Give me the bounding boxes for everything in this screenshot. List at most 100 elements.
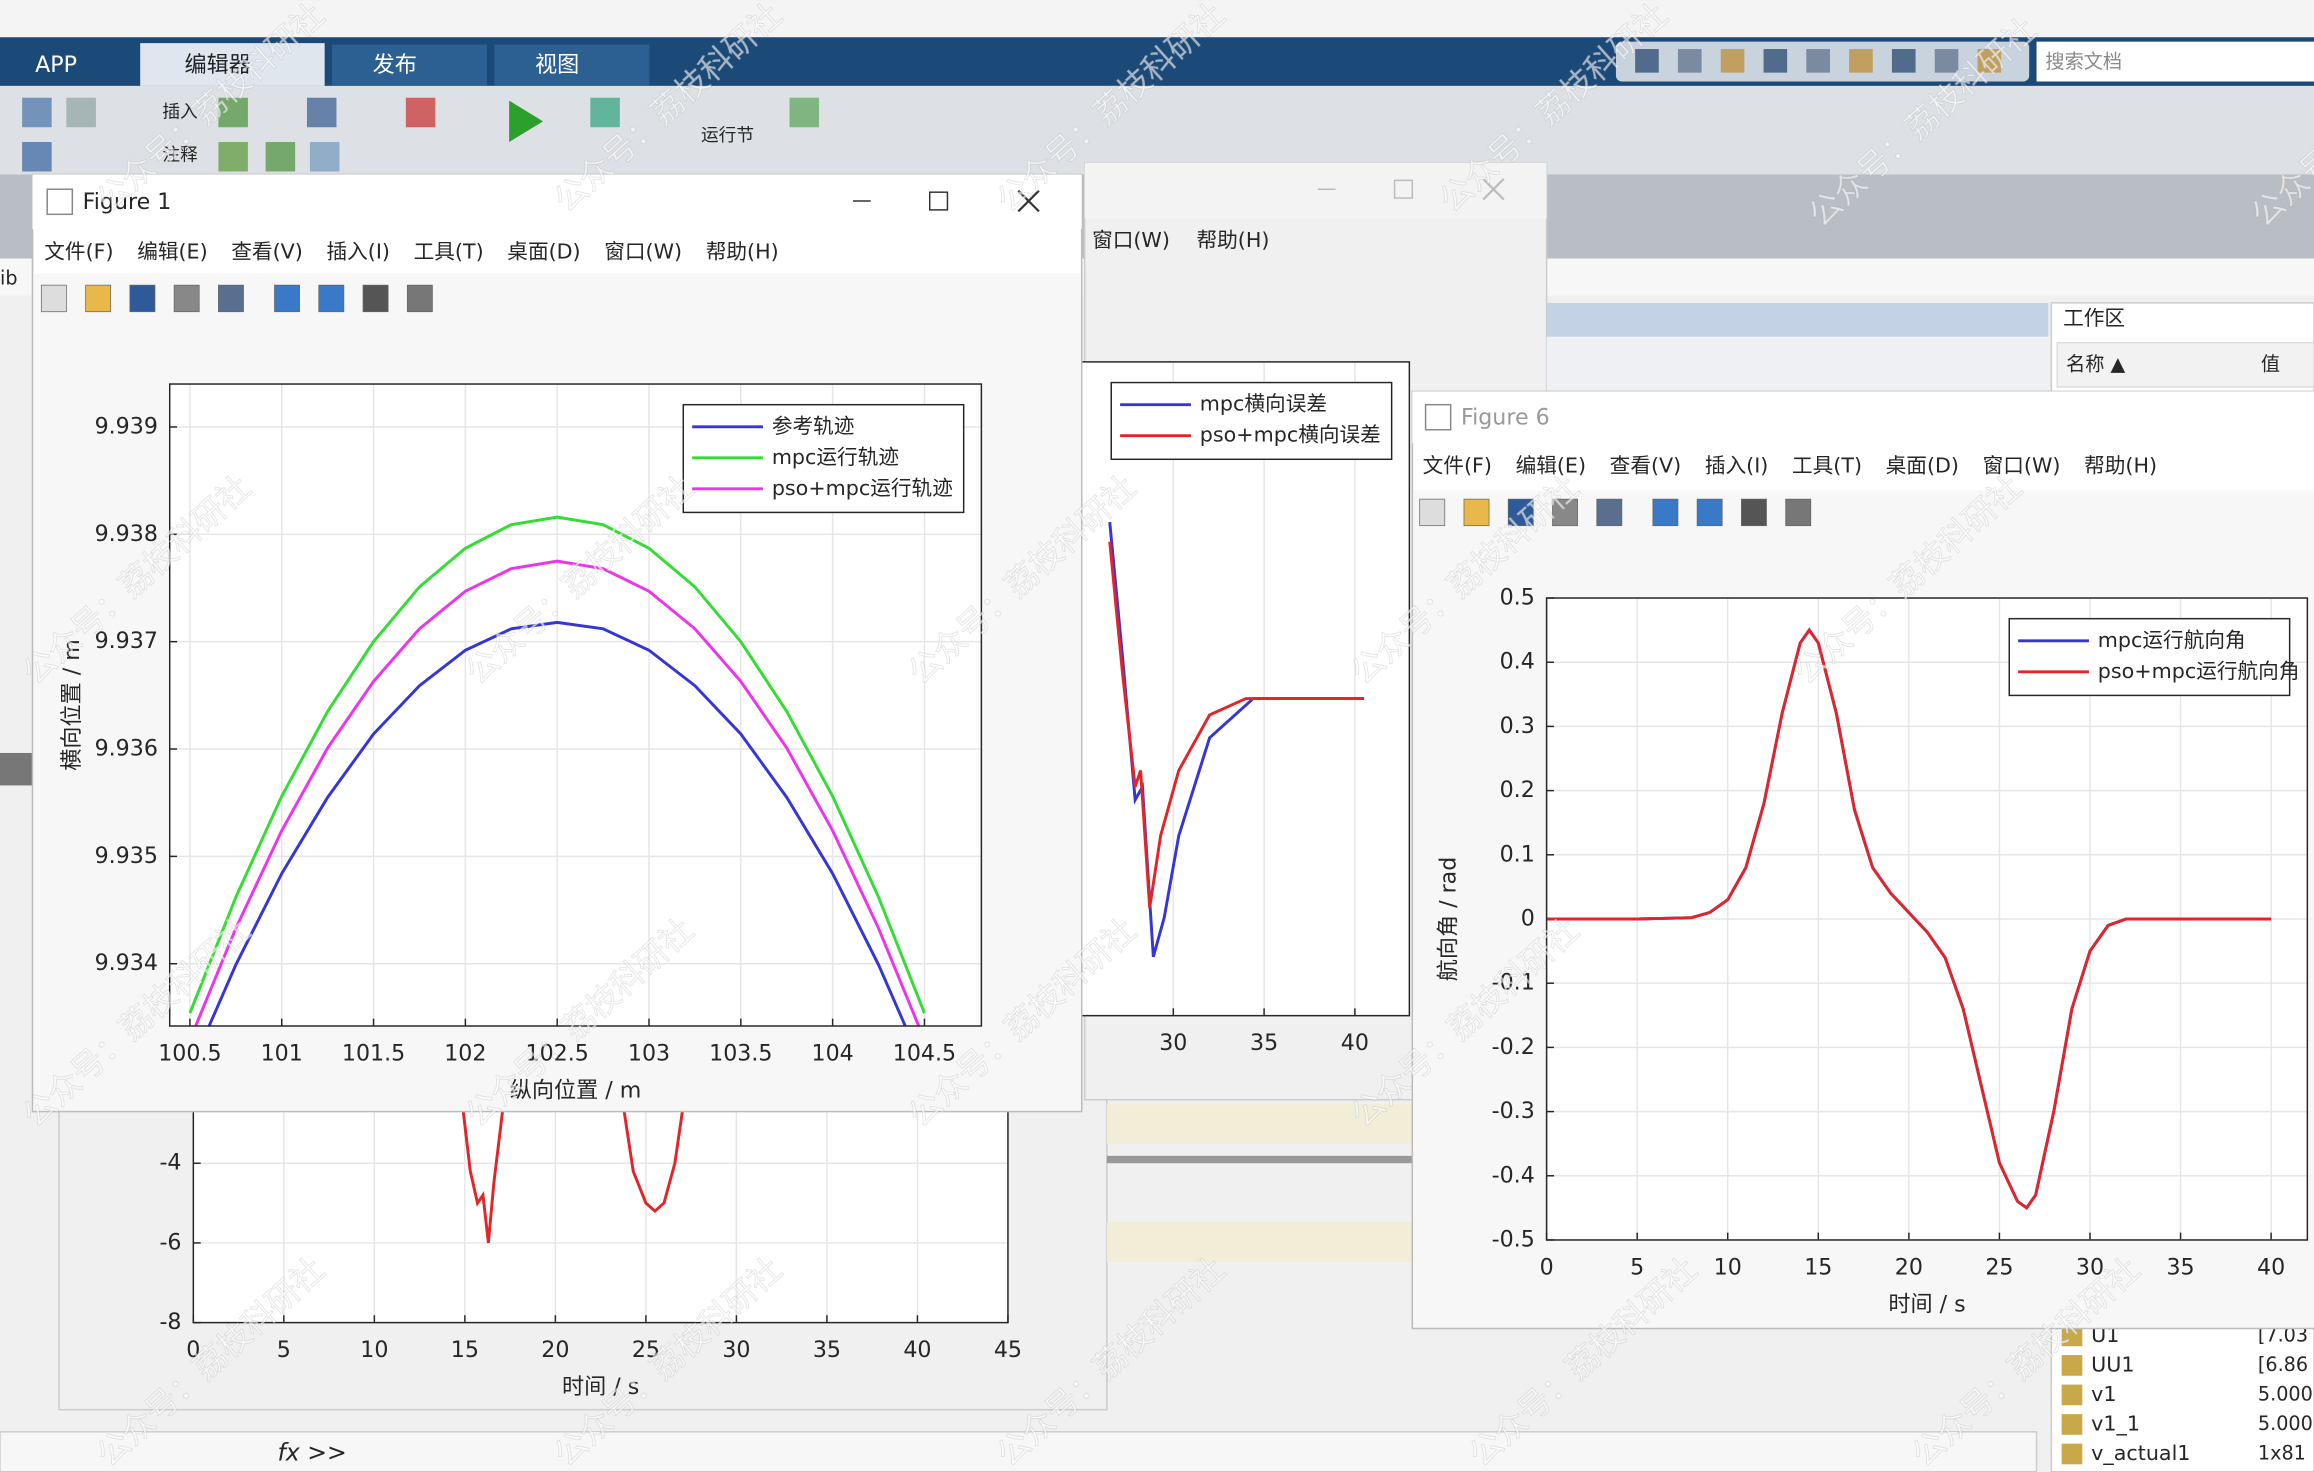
tool-icon[interactable] [22,142,52,172]
quick-icon[interactable] [1720,49,1745,73]
tool-label[interactable]: 注释 [162,144,198,165]
figure-tool[interactable] [318,284,345,313]
figure-tool[interactable] [218,284,244,313]
quick-icon[interactable] [1635,49,1659,73]
tool-icon[interactable] [306,97,337,128]
menu-item[interactable]: 桌面(D) [507,240,580,264]
tab-label[interactable]: 编辑器 [184,52,250,78]
menu-item[interactable]: 窗口(W) [1092,228,1170,252]
tool-icon[interactable] [218,142,248,172]
figure-tool[interactable] [1696,498,1723,527]
figure-tool[interactable] [406,284,433,313]
quick-icon[interactable] [1806,49,1830,73]
x-tick-label: 102 [444,1041,486,1067]
quick-icon[interactable] [1763,49,1788,73]
x-tick-label: 45 [994,1337,1022,1363]
menu-item[interactable]: 窗口(W) [604,240,682,264]
tab[interactable] [494,44,650,86]
menu-item[interactable]: 工具(T) [414,240,484,264]
x-tick-label: 5 [1630,1255,1644,1281]
quick-icon[interactable] [1891,49,1916,73]
column-header[interactable]: 名称 ▲ [2066,352,2125,375]
tool-label[interactable]: 运行节 [701,125,754,146]
menu-item[interactable]: 编辑(E) [137,240,207,264]
quick-icon[interactable] [1977,49,2002,73]
menu-item[interactable]: 帮助(H) [706,240,779,264]
menu-item[interactable]: 插入(I) [326,240,390,264]
tab-label[interactable]: 发布 [373,52,417,78]
legend-box [1110,381,1393,461]
maximize-button[interactable] [1393,179,1414,199]
figure-tool[interactable] [85,284,112,313]
divider [1106,1155,1417,1164]
menu-item[interactable]: 文件(F) [1423,454,1492,478]
legend: mpc横向误差 pso+mpc横向误差 [1110,381,1393,461]
x-tick-label: 104 [812,1041,854,1067]
var-name[interactable]: UU1 [2091,1352,2134,1376]
menu-item[interactable]: 帮助(H) [2084,454,2157,478]
tool-icon[interactable] [66,97,96,128]
figure-tool[interactable] [1463,498,1490,527]
menu-item[interactable]: 插入(I) [1705,454,1769,478]
menu-item[interactable]: 工具(T) [1792,454,1862,478]
close-button[interactable] [1017,189,1040,213]
var-name[interactable]: v_actual1 [2091,1441,2190,1465]
column-header[interactable]: 值 [2261,352,2280,375]
panel-title: 工作区 [2063,306,2125,330]
y-tick-label: -0.5 [1492,1226,1535,1252]
search-box[interactable] [2036,41,2314,82]
menu-item[interactable]: 查看(V) [1610,454,1682,478]
run-icon[interactable] [509,100,544,143]
legend-label: pso+mpc运行航向角 [2098,659,2300,683]
quick-icon[interactable] [1677,49,1702,73]
menu-item[interactable]: 编辑(E) [1516,454,1586,478]
var-value: 5.000 [2258,1382,2313,1405]
figure-tool[interactable] [1741,498,1767,527]
strip [1106,1104,1417,1145]
quick-icon[interactable] [1934,49,1959,73]
tool-icon[interactable] [789,97,820,128]
maximize-button[interactable] [928,191,949,211]
tool-label[interactable]: 插入 [162,101,198,122]
figure-tool[interactable] [362,284,389,313]
figure-tool[interactable] [40,284,67,313]
figure-tool[interactable] [1507,498,1534,527]
menu-item[interactable]: 桌面(D) [1886,454,1959,478]
figure-tool[interactable] [173,284,200,313]
x-tick-label: 40 [2257,1255,2285,1281]
tool-icon[interactable] [22,97,52,128]
x-tick-label: 25 [632,1337,660,1363]
window-title: Figure 6 [1461,404,1550,430]
menu-item[interactable]: 窗口(W) [1983,454,2061,478]
figure-tool[interactable] [129,284,156,313]
quick-icon[interactable] [1849,49,1873,73]
tool-icon[interactable] [265,142,296,172]
tool-icon[interactable] [309,142,340,172]
y-tick-label: 0.4 [1500,649,1535,675]
window-title: Figure 1 [83,189,172,215]
figure-tool[interactable] [274,284,300,313]
var-name[interactable]: v1_1 [2091,1411,2140,1435]
menu-item[interactable]: 查看(V) [231,240,303,264]
tab-label[interactable]: 视图 [535,52,579,78]
figure-tool[interactable] [1596,498,1623,527]
tab[interactable] [332,44,488,86]
command-prompt[interactable]: fx >> [277,1438,346,1466]
menu-bar [1413,443,2314,491]
figure-tool[interactable] [1419,498,1446,527]
series-line [1546,627,2272,1210]
menu-item[interactable]: 文件(F) [44,240,113,264]
tool-icon[interactable] [405,97,436,128]
figure-tool[interactable] [1652,498,1679,527]
var-name[interactable]: v1 [2091,1382,2116,1406]
close-button[interactable] [1482,178,1505,201]
x-tick-label: 30 [722,1337,750,1363]
tool-icon[interactable] [590,97,620,128]
tab-label[interactable]: APP [35,52,77,78]
legend-label: mpc运行航向角 [2098,628,2246,652]
menu-item[interactable]: 帮助(H) [1196,228,1269,252]
tool-icon[interactable] [218,97,248,128]
x-tick-label: 103.5 [709,1041,772,1067]
figure-tool[interactable] [1552,498,1578,527]
figure-tool[interactable] [1785,498,1812,527]
